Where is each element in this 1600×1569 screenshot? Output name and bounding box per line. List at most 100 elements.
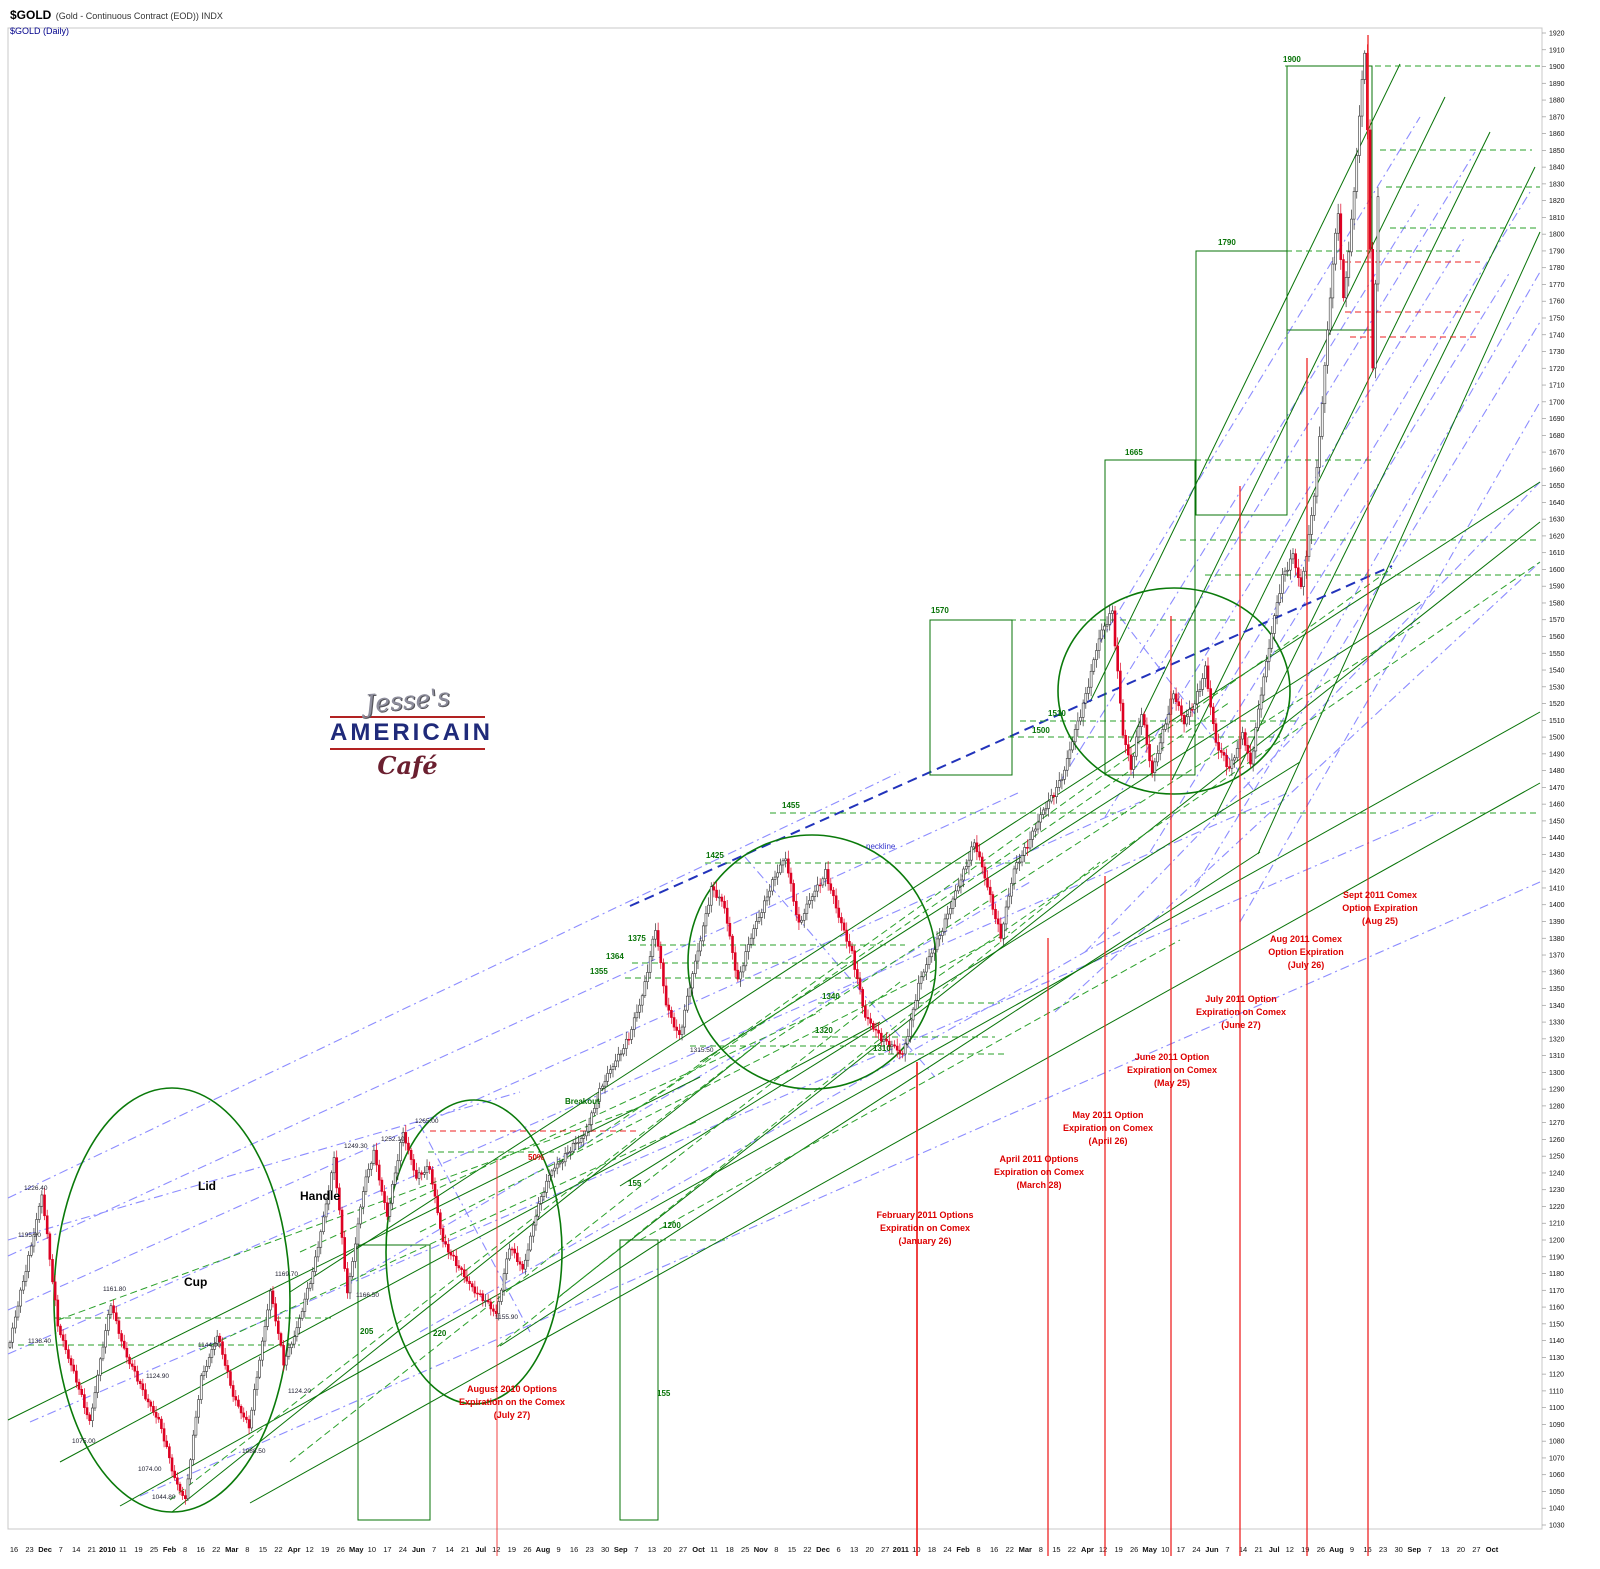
svg-text:1070: 1070 — [1549, 1455, 1565, 1462]
svg-text:August 2010 Options: August 2010 Options — [467, 1384, 557, 1394]
svg-text:1860: 1860 — [1549, 131, 1565, 138]
svg-text:18: 18 — [725, 1545, 733, 1554]
svg-text:Jul: Jul — [1269, 1545, 1280, 1554]
svg-text:Jun: Jun — [1205, 1545, 1219, 1554]
svg-text:15: 15 — [259, 1545, 267, 1554]
svg-text:1570: 1570 — [1549, 617, 1565, 624]
svg-text:13: 13 — [1441, 1545, 1449, 1554]
svg-text:13: 13 — [648, 1545, 656, 1554]
svg-text:1088.50: 1088.50 — [242, 1448, 266, 1455]
svg-text:1490: 1490 — [1549, 751, 1565, 758]
svg-text:Nov: Nov — [754, 1545, 769, 1554]
svg-text:1075.00: 1075.00 — [72, 1438, 96, 1445]
svg-text:1590: 1590 — [1549, 584, 1565, 591]
svg-text:Expiration on Comex: Expiration on Comex — [994, 1167, 1084, 1177]
svg-text:7: 7 — [1225, 1545, 1229, 1554]
svg-text:1900: 1900 — [1549, 64, 1565, 71]
svg-text:2010: 2010 — [99, 1545, 116, 1554]
svg-text:Sep: Sep — [1407, 1545, 1421, 1554]
svg-text:1090: 1090 — [1549, 1422, 1565, 1429]
candlesticks — [8, 44, 1380, 1505]
svg-text:1170: 1170 — [1549, 1288, 1564, 1295]
svg-text:Feb: Feb — [956, 1545, 970, 1554]
svg-text:7: 7 — [634, 1545, 638, 1554]
svg-text:1030: 1030 — [1549, 1523, 1565, 1530]
svg-text:(June 27): (June 27) — [1221, 1020, 1261, 1030]
price-axis: 1920 1910 1900 1890 1880 1870 1860 1850 1840 1830… — [1542, 31, 1565, 1530]
svg-text:1420: 1420 — [1549, 869, 1565, 876]
svg-text:205: 205 — [360, 1327, 374, 1336]
svg-text:(July 26): (July 26) — [1288, 960, 1325, 970]
svg-text:6: 6 — [836, 1545, 840, 1554]
svg-text:26: 26 — [1317, 1545, 1325, 1554]
svg-text:11: 11 — [119, 1545, 127, 1554]
svg-text:25: 25 — [150, 1545, 158, 1554]
svg-text:1740: 1740 — [1549, 332, 1565, 339]
svg-text:1510: 1510 — [1549, 718, 1565, 725]
svg-text:1200: 1200 — [1549, 1238, 1565, 1245]
svg-text:1630: 1630 — [1549, 517, 1565, 524]
svg-text:Apr: Apr — [288, 1545, 301, 1554]
svg-text:30: 30 — [601, 1545, 609, 1554]
svg-text:1252.10: 1252.10 — [381, 1136, 405, 1143]
svg-text:1670: 1670 — [1549, 450, 1565, 457]
svg-text:1370: 1370 — [1549, 953, 1565, 960]
svg-text:1640: 1640 — [1549, 500, 1565, 507]
svg-text:1800: 1800 — [1549, 232, 1565, 239]
svg-text:12: 12 — [1286, 1545, 1294, 1554]
svg-text:Oct: Oct — [1486, 1545, 1499, 1554]
svg-text:2011: 2011 — [893, 1545, 909, 1554]
svg-text:Sep: Sep — [614, 1545, 628, 1554]
svg-text:7: 7 — [1428, 1545, 1432, 1554]
svg-text:1080: 1080 — [1549, 1439, 1565, 1446]
svg-text:1620: 1620 — [1549, 533, 1565, 540]
svg-text:1240: 1240 — [1549, 1170, 1565, 1177]
svg-text:9: 9 — [556, 1545, 560, 1554]
svg-text:1520: 1520 — [1549, 701, 1565, 708]
svg-text:1340: 1340 — [1549, 1003, 1565, 1010]
chart-header: $GOLD (Gold - Continuous Contract (EOD))… — [10, 6, 223, 36]
svg-text:1364: 1364 — [606, 952, 624, 961]
svg-text:1500: 1500 — [1549, 735, 1565, 742]
svg-text:1770: 1770 — [1549, 282, 1565, 289]
svg-text:neckline: neckline — [866, 842, 896, 851]
svg-text:9: 9 — [1350, 1545, 1354, 1554]
svg-text:17: 17 — [1177, 1545, 1185, 1554]
svg-text:16: 16 — [197, 1545, 205, 1554]
svg-text:155: 155 — [657, 1389, 671, 1398]
svg-text:1610: 1610 — [1549, 550, 1565, 557]
svg-text:1124.90: 1124.90 — [146, 1373, 169, 1380]
svg-text:Jun: Jun — [412, 1545, 426, 1554]
svg-text:21: 21 — [461, 1545, 469, 1554]
svg-text:11: 11 — [710, 1545, 718, 1554]
blue-trendlines — [7, 116, 1541, 1497]
svg-text:Jul: Jul — [475, 1545, 486, 1554]
green-dashed-trendlines — [57, 561, 1541, 1501]
svg-text:14: 14 — [1239, 1545, 1247, 1554]
svg-text:1850: 1850 — [1549, 148, 1565, 155]
svg-text:12: 12 — [305, 1545, 313, 1554]
svg-text:1700: 1700 — [1549, 399, 1565, 406]
svg-text:30: 30 — [1394, 1545, 1402, 1554]
svg-text:1510: 1510 — [1048, 709, 1066, 718]
svg-text:Dec: Dec — [38, 1545, 52, 1554]
svg-text:7: 7 — [432, 1545, 436, 1554]
svg-text:17: 17 — [383, 1545, 391, 1554]
symbol-description: (Gold - Continuous Contract (EOD)) INDX — [55, 11, 223, 21]
svg-text:23: 23 — [25, 1545, 33, 1554]
svg-text:14: 14 — [72, 1545, 80, 1554]
svg-text:27: 27 — [679, 1545, 687, 1554]
svg-text:20: 20 — [663, 1545, 671, 1554]
svg-text:May: May — [349, 1545, 364, 1554]
svg-text:50%: 50% — [528, 1153, 544, 1162]
svg-text:Mar: Mar — [1019, 1545, 1032, 1554]
svg-text:1810: 1810 — [1549, 215, 1565, 222]
svg-text:1360: 1360 — [1549, 969, 1565, 976]
svg-text:Expiration on Comex: Expiration on Comex — [1063, 1123, 1153, 1133]
svg-text:1910: 1910 — [1549, 47, 1565, 54]
svg-text:Aug: Aug — [536, 1545, 551, 1554]
svg-text:1040: 1040 — [1549, 1506, 1565, 1513]
svg-text:1570: 1570 — [931, 606, 949, 615]
svg-text:Sept 2011 Comex: Sept 2011 Comex — [1343, 890, 1417, 900]
svg-text:(May 25): (May 25) — [1154, 1078, 1190, 1088]
